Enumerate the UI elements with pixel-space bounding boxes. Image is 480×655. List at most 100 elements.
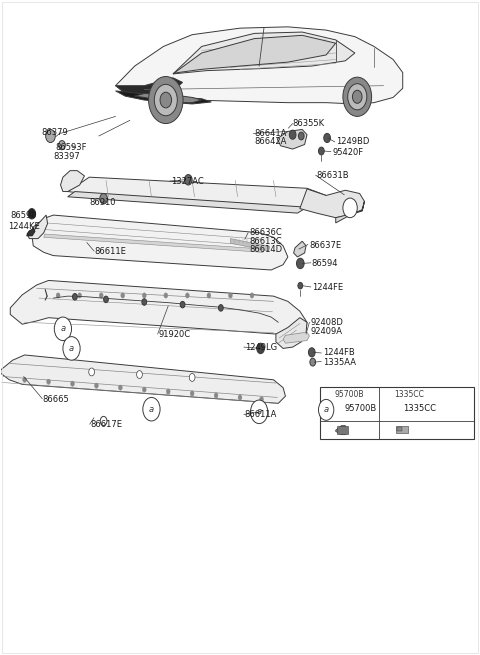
Text: 86617E: 86617E xyxy=(91,420,123,429)
Text: 92408D: 92408D xyxy=(311,318,344,327)
Text: 86614D: 86614D xyxy=(250,245,283,254)
Circle shape xyxy=(343,77,372,117)
Circle shape xyxy=(23,377,26,383)
Circle shape xyxy=(142,299,147,305)
Text: 86611A: 86611A xyxy=(245,410,277,419)
Circle shape xyxy=(166,389,170,394)
Circle shape xyxy=(56,293,60,298)
Circle shape xyxy=(160,92,171,108)
Text: 86642A: 86642A xyxy=(254,138,287,146)
Text: 95700B: 95700B xyxy=(344,404,377,413)
Polygon shape xyxy=(283,332,310,343)
Circle shape xyxy=(100,417,107,426)
Polygon shape xyxy=(32,215,288,270)
Circle shape xyxy=(72,293,77,300)
Circle shape xyxy=(143,387,146,392)
Text: 91920C: 91920C xyxy=(158,329,191,339)
Polygon shape xyxy=(116,78,182,96)
Circle shape xyxy=(185,293,189,298)
Polygon shape xyxy=(116,91,211,104)
Bar xyxy=(396,426,408,434)
Circle shape xyxy=(104,296,108,303)
Circle shape xyxy=(218,305,223,311)
Circle shape xyxy=(95,383,98,388)
Circle shape xyxy=(100,193,108,204)
Polygon shape xyxy=(336,426,347,435)
Circle shape xyxy=(143,293,146,298)
Text: 95420F: 95420F xyxy=(332,148,363,157)
Polygon shape xyxy=(44,234,264,252)
Circle shape xyxy=(309,348,315,357)
Circle shape xyxy=(214,393,218,398)
Text: 1244FB: 1244FB xyxy=(323,348,355,358)
Text: 1335CC: 1335CC xyxy=(395,390,424,399)
Text: 1249LG: 1249LG xyxy=(245,343,277,352)
Text: 1335CC: 1335CC xyxy=(403,404,436,413)
Circle shape xyxy=(71,381,74,386)
Circle shape xyxy=(310,358,316,366)
Text: 86665: 86665 xyxy=(43,395,70,404)
Circle shape xyxy=(324,134,330,143)
Text: 86637E: 86637E xyxy=(310,240,342,250)
Text: 86355K: 86355K xyxy=(293,119,325,128)
Text: 86613C: 86613C xyxy=(250,236,282,246)
Circle shape xyxy=(78,293,82,298)
Circle shape xyxy=(348,84,367,110)
Circle shape xyxy=(155,84,177,116)
Polygon shape xyxy=(68,191,307,213)
Text: 86641A: 86641A xyxy=(254,129,287,138)
Polygon shape xyxy=(294,241,306,257)
Circle shape xyxy=(260,396,264,402)
Circle shape xyxy=(250,293,254,298)
Circle shape xyxy=(343,198,357,217)
Polygon shape xyxy=(173,35,336,74)
Circle shape xyxy=(46,130,55,143)
Polygon shape xyxy=(336,201,364,223)
Circle shape xyxy=(149,77,183,124)
Circle shape xyxy=(137,371,143,379)
Circle shape xyxy=(59,141,65,150)
Circle shape xyxy=(228,293,232,298)
Bar xyxy=(397,427,402,431)
Circle shape xyxy=(207,293,211,298)
Circle shape xyxy=(257,343,264,354)
Text: 92409A: 92409A xyxy=(311,327,343,336)
Circle shape xyxy=(298,282,303,289)
Text: 1244KE: 1244KE xyxy=(8,221,40,231)
Circle shape xyxy=(180,301,185,308)
Circle shape xyxy=(143,398,160,421)
Polygon shape xyxy=(230,238,270,251)
Bar xyxy=(337,426,348,434)
Text: 86631B: 86631B xyxy=(317,171,349,179)
Circle shape xyxy=(99,293,103,298)
Circle shape xyxy=(119,385,122,390)
Text: 86636C: 86636C xyxy=(250,228,282,237)
Circle shape xyxy=(189,373,195,381)
Text: 83397: 83397 xyxy=(53,152,80,160)
Circle shape xyxy=(297,258,304,269)
Text: a: a xyxy=(149,405,154,414)
Text: 1335AA: 1335AA xyxy=(323,358,356,367)
Text: a: a xyxy=(324,405,329,415)
Polygon shape xyxy=(0,355,286,403)
Polygon shape xyxy=(300,189,364,217)
Text: 1249BD: 1249BD xyxy=(336,138,369,146)
Circle shape xyxy=(190,391,194,396)
Polygon shape xyxy=(277,130,307,149)
Circle shape xyxy=(352,90,362,103)
Text: 95700B: 95700B xyxy=(335,390,364,399)
Polygon shape xyxy=(68,177,326,208)
Text: 86593F: 86593F xyxy=(56,143,87,152)
Polygon shape xyxy=(27,215,48,238)
Polygon shape xyxy=(26,228,35,236)
Polygon shape xyxy=(135,94,202,103)
Circle shape xyxy=(238,395,242,400)
Circle shape xyxy=(121,293,125,298)
Circle shape xyxy=(63,337,80,360)
Circle shape xyxy=(164,293,168,298)
Text: 1244FE: 1244FE xyxy=(312,283,343,292)
Polygon shape xyxy=(116,27,403,104)
Polygon shape xyxy=(276,318,307,348)
Text: 1327AC: 1327AC xyxy=(170,177,204,185)
Circle shape xyxy=(319,400,334,421)
